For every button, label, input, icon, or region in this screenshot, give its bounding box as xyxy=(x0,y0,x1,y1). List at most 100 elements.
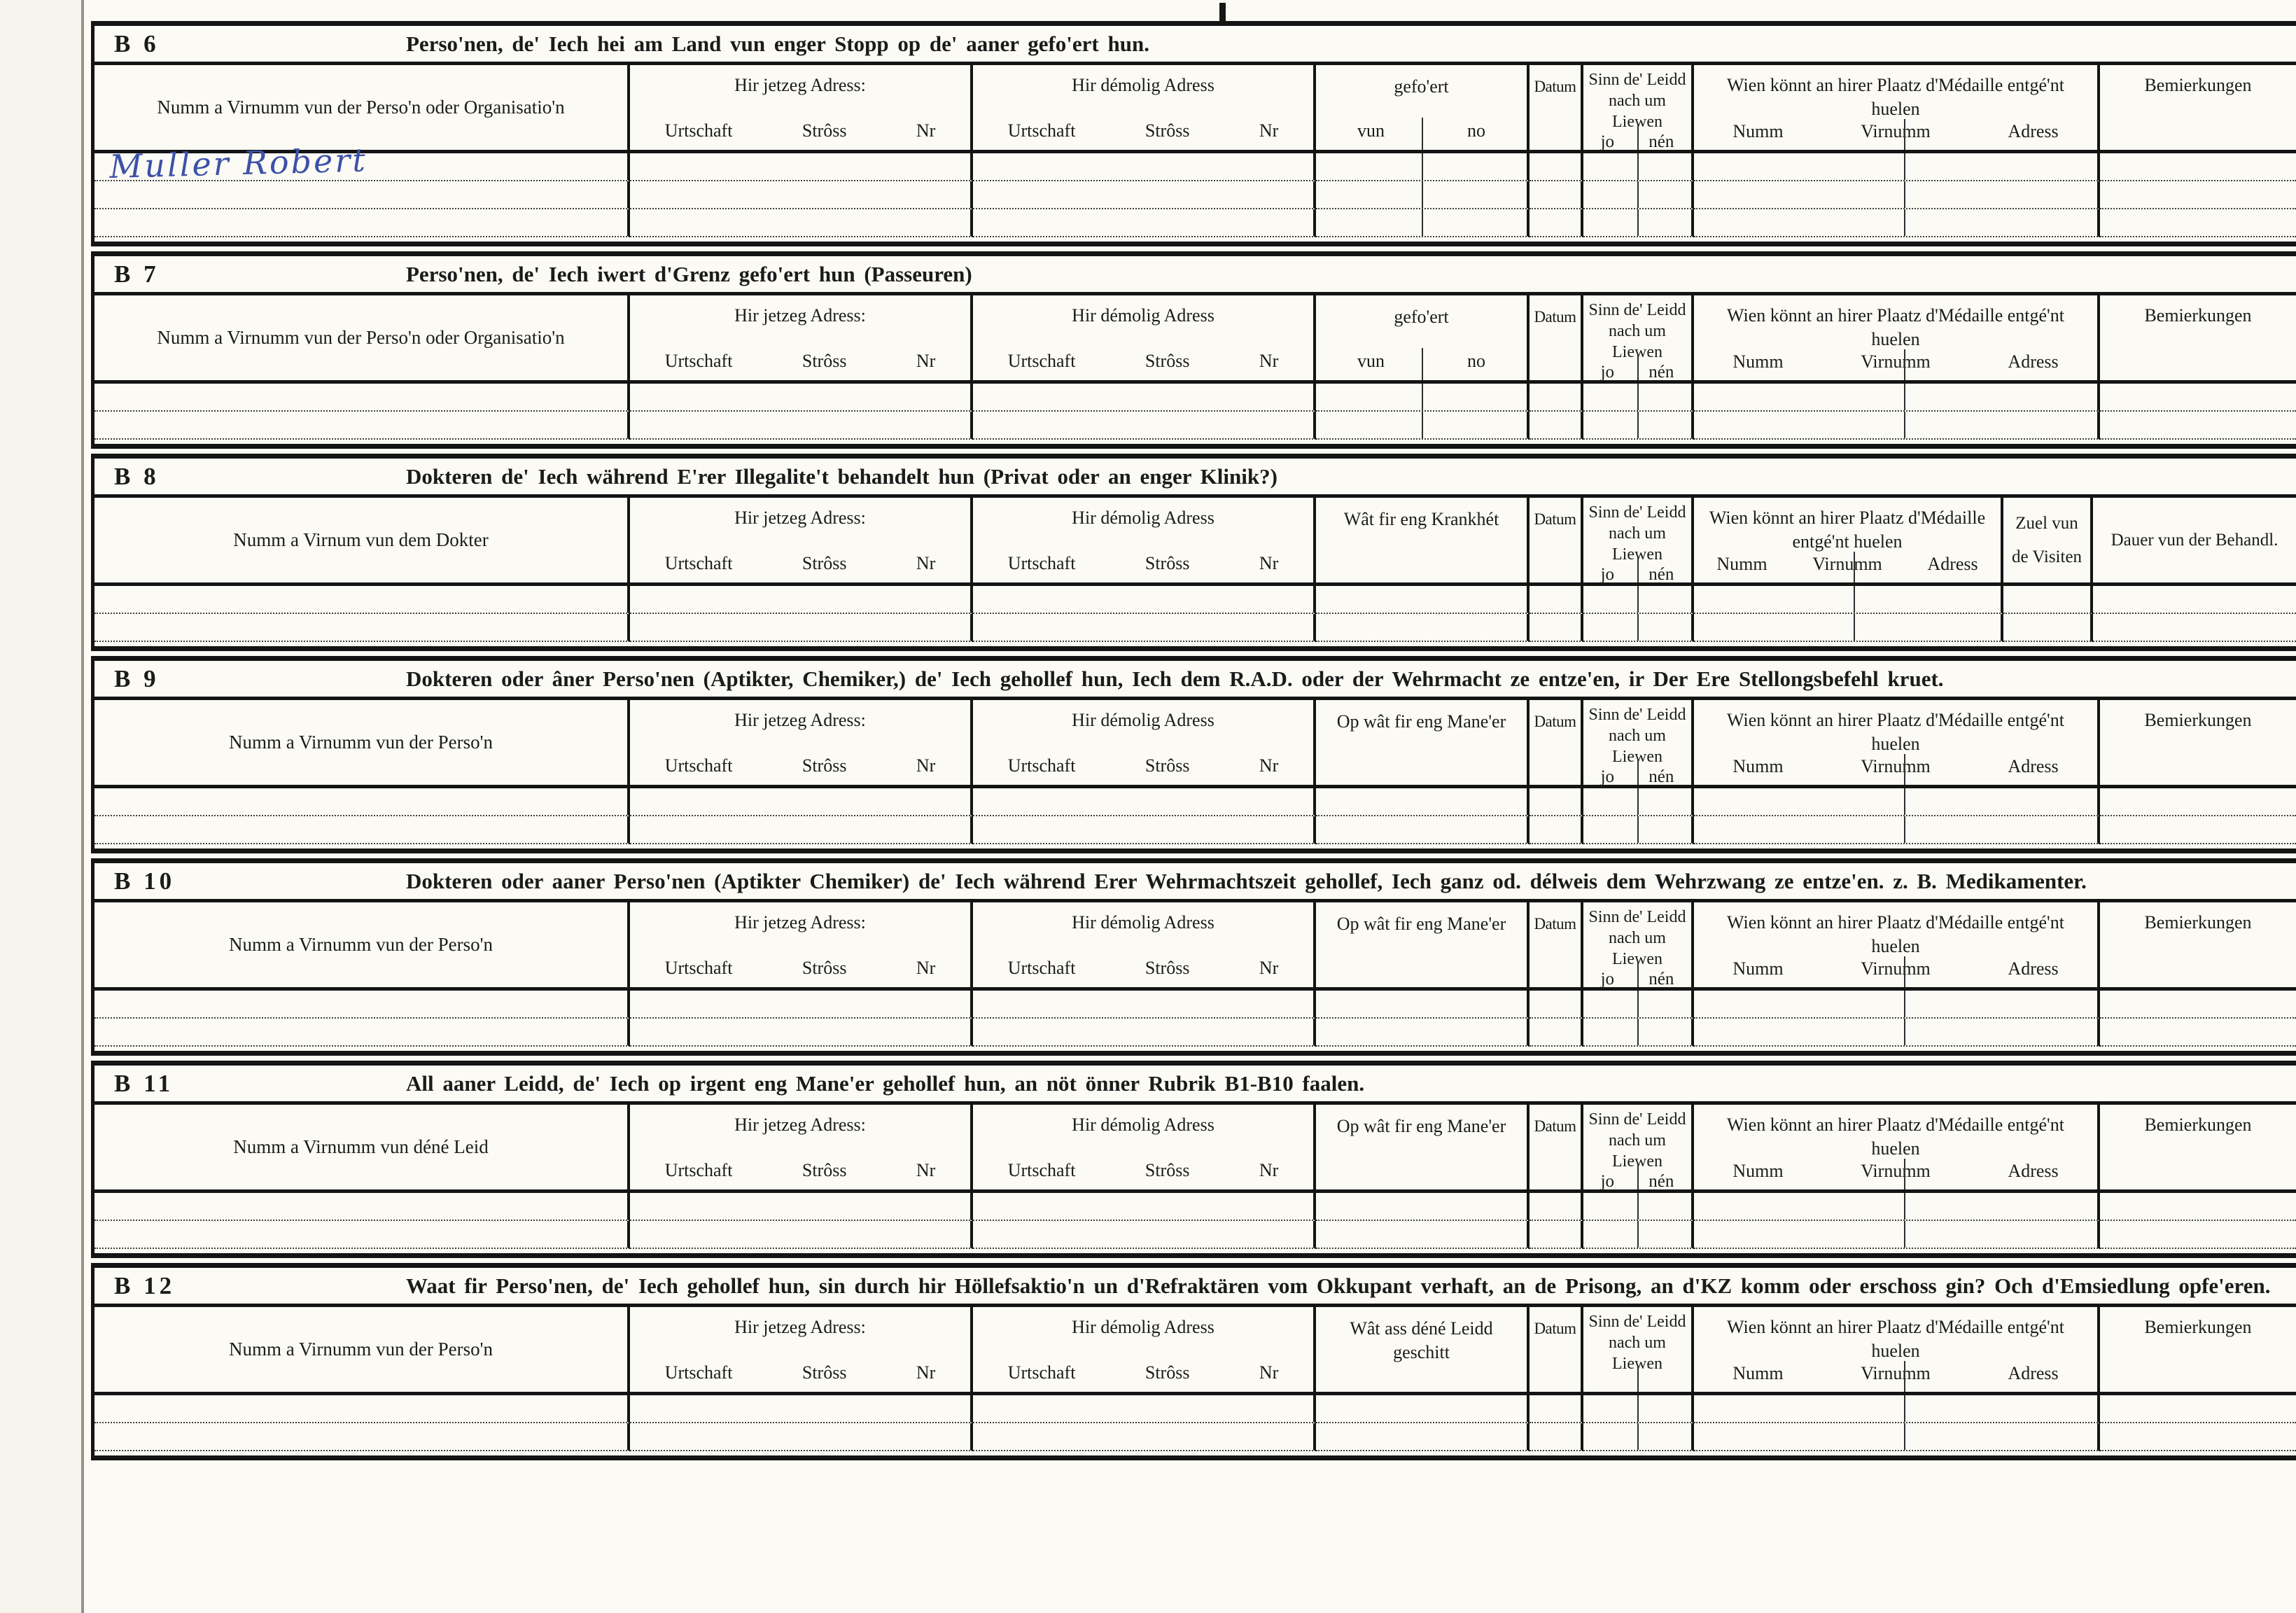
row-cell-medal xyxy=(1694,1423,2100,1451)
sub-columns xyxy=(1583,1386,1691,1392)
sub-columns: Urtschaft Strôss Nr xyxy=(630,351,970,380)
row-cell-alive xyxy=(1583,991,1694,1019)
group-label: Hir démolig Adress xyxy=(1072,912,1214,933)
sub-columns: Urtschaft Strôss Nr xyxy=(973,351,1313,380)
group-label: Hir démolig Adress xyxy=(1072,1115,1214,1135)
table-row xyxy=(94,384,2296,412)
row-cell-medal xyxy=(1694,1019,2100,1047)
sub-columns: Urtschaft Strôss Nr xyxy=(973,958,1313,987)
handwritten-entry: Muller Robert xyxy=(108,141,368,186)
sub-col-label: nén xyxy=(1648,565,1674,584)
sub-col-label: Nr xyxy=(1259,351,1279,371)
sub-col-label: Nr xyxy=(916,120,936,141)
col-header-current-address: Hir jetzeg Adress: Urtschaft Strôss Nr xyxy=(630,902,973,987)
row-cell-remarks xyxy=(2100,788,2296,816)
form-section: B 9 Dokteren oder âner Perso'nen (Aptikt… xyxy=(91,656,2296,853)
row-cell-name xyxy=(94,586,630,614)
table-row xyxy=(94,614,2296,642)
row-cell-remarks xyxy=(2100,1193,2296,1221)
row-cell-former-address xyxy=(973,1019,1316,1047)
sub-columns: Urtschaft Strôss Nr xyxy=(973,1160,1313,1189)
sub-columns: jo nén xyxy=(1583,1172,1691,1197)
sub-col-label: Adress xyxy=(2008,120,2059,141)
group-label: Bemierkungen xyxy=(2144,912,2252,933)
row-cell-current-address xyxy=(630,153,973,181)
sub-col-label: Urtschaft xyxy=(664,120,733,141)
sub-col-label: Nr xyxy=(1259,553,1279,573)
col-header-alive: Sinn de' Leidd nach um Liewen jo nén xyxy=(1583,498,1694,584)
row-cell-date xyxy=(1530,153,1583,181)
section-title: All aaner Leidd, de' Iech op irgent eng … xyxy=(406,1070,1365,1096)
sub-col-label: nén xyxy=(1648,767,1674,786)
sub-col-label: Strôss xyxy=(802,553,847,573)
row-cell-alive xyxy=(1583,788,1694,816)
row-cell-detail xyxy=(1316,384,1530,412)
sub-col-label: Urtschaft xyxy=(1007,553,1076,573)
group-label: Hir jetzeg Adress: xyxy=(734,305,866,326)
section-id: B 6 xyxy=(114,29,160,57)
sub-col-label: nén xyxy=(1648,1172,1674,1191)
group-label: Sinn de' Leidd nach um Liewen xyxy=(1588,908,1686,968)
row-cell-medal xyxy=(1694,788,2100,816)
row-cell-date xyxy=(1530,1019,1583,1047)
group-label: Hir démolig Adress xyxy=(1072,305,1214,326)
sub-col-label: Nr xyxy=(916,1362,936,1383)
sub-col-label: jo xyxy=(1600,1172,1615,1191)
sub-columns: Numm Virnumm Adress xyxy=(1694,756,2097,785)
section-title: Waat fir Perso'nen, de' Iech gehollef hu… xyxy=(406,1273,2271,1298)
section-title: Perso'nen, de' Iech iwert d'Grenz gefo'e… xyxy=(406,261,972,286)
section-id: B 9 xyxy=(114,664,160,692)
row-cell-former-address xyxy=(973,788,1316,816)
col-header-alive: Sinn de' Leidd nach um Liewen jo nén xyxy=(1583,1105,1694,1191)
sub-col-label: Adress xyxy=(2008,351,2059,372)
row-cell-name xyxy=(94,614,630,642)
group-label: Wien könnt an hirer Plaatz d'Médaille en… xyxy=(1727,1317,2064,1361)
col-header-current-address: Hir jetzeg Adress: Urtschaft Strôss Nr xyxy=(630,1105,973,1189)
sub-columns: Urtschaft Strôss Nr xyxy=(630,1160,970,1189)
sub-col-label: Nr xyxy=(916,1160,936,1180)
sub-col-label: Strôss xyxy=(1144,1362,1190,1383)
group-label: Bemierkungen xyxy=(2144,75,2252,95)
group-label: Hir jetzeg Adress: xyxy=(734,710,866,730)
group-label: Wien könnt an hirer Plaatz d'Médaille en… xyxy=(1727,710,2064,754)
group-label: Sinn de' Leidd nach um Liewen xyxy=(1588,1313,1686,1373)
row-cell-detail xyxy=(1316,153,1530,181)
row-cell-current-address xyxy=(630,991,973,1019)
row-cell-name xyxy=(94,209,630,237)
section-title-row: B 11 All aaner Leidd, de' Iech op irgent… xyxy=(94,1066,2296,1105)
row-cell-detail xyxy=(1316,1395,1530,1423)
col-header-alive: Sinn de' Leidd nach um Liewen jo nén xyxy=(1583,65,1694,151)
col-header-detail: gefo'ert vun no xyxy=(1316,295,1530,380)
group-label: Hir jetzeg Adress: xyxy=(734,912,866,933)
row-cell-remarks xyxy=(2100,816,2296,844)
form-section: B 8 Dokteren de' Iech während E'rer Ille… xyxy=(91,454,2296,651)
sub-columns: jo nén xyxy=(1583,565,1691,590)
row-cell-former-address xyxy=(973,1423,1316,1451)
col-header-name-label: Numm a Virnumm vun der Perso'n xyxy=(229,732,493,753)
section-body xyxy=(94,1395,2296,1455)
sub-columns: Numm Virnumm Adress xyxy=(1694,1161,2097,1190)
col-header-former-address: Hir démolig Adress Urtschaft Strôss Nr xyxy=(973,295,1316,380)
row-cell-alive xyxy=(1583,816,1694,844)
table-row xyxy=(94,1395,2296,1423)
row-cell-date xyxy=(1530,209,1583,237)
row-cell-remarks xyxy=(2100,1395,2296,1423)
form-section: B 11 All aaner Leidd, de' Iech op irgent… xyxy=(91,1061,2296,1258)
col-header-name: Numm a Virnumm vun der Perso'n xyxy=(94,700,630,785)
row-cell-former-address xyxy=(973,153,1316,181)
row-cell-name xyxy=(94,384,630,412)
row-cell-former-address xyxy=(973,1221,1316,1249)
row-cell-former-address xyxy=(973,816,1316,844)
sub-columns: Numm Virnumm Adress xyxy=(1694,958,2097,988)
sub-col-label: Virnumm xyxy=(1861,755,1931,776)
sub-col-label: Nr xyxy=(1259,1160,1279,1180)
sub-col-label: Urtschaft xyxy=(1007,120,1076,141)
col-header-detail: Wât ass déné Leidd geschitt xyxy=(1316,1307,1530,1392)
row-cell-remarks xyxy=(2100,384,2296,412)
sub-col-label: Strôss xyxy=(802,755,847,776)
col-header-medal-recipient: Wien könnt an hirer Plaatz d'Médaille en… xyxy=(1694,65,2100,150)
row-cell-date xyxy=(1530,412,1583,440)
group-label: gefo'ert xyxy=(1394,76,1449,97)
row-cell-name xyxy=(94,1423,630,1451)
row-cell-date xyxy=(1530,1193,1583,1221)
